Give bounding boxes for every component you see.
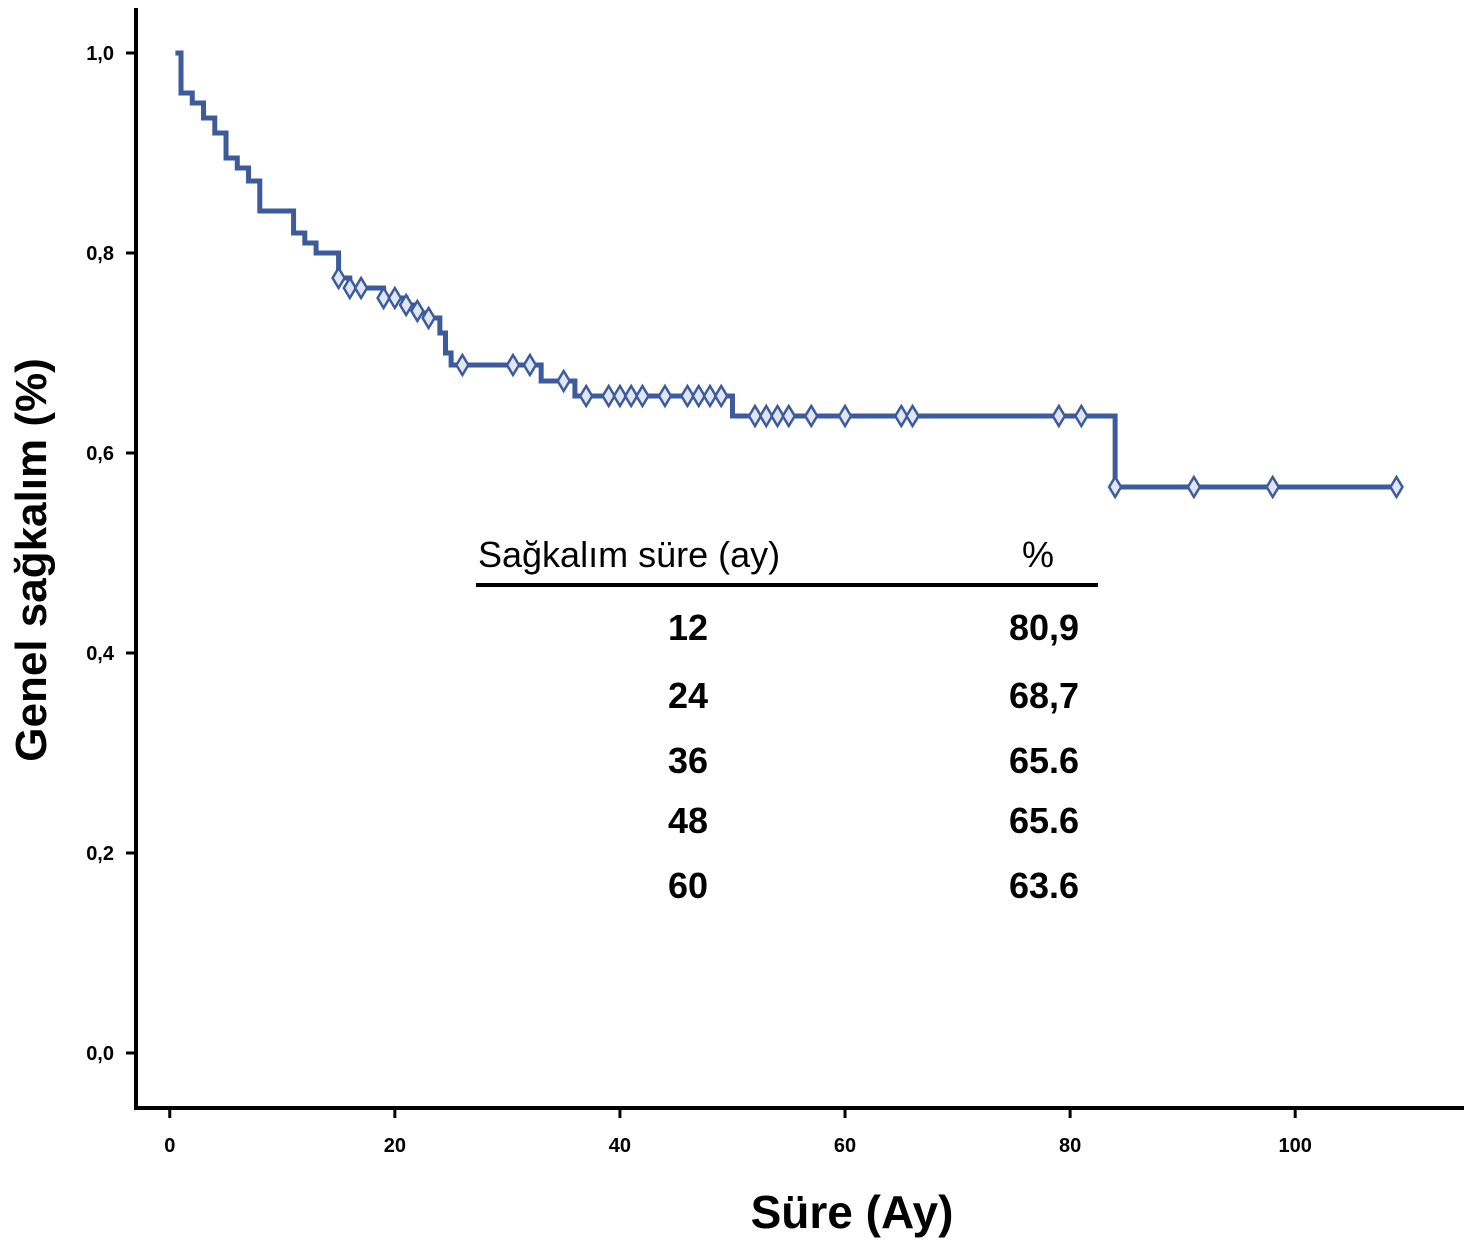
y-tick-label: 0,0 [86, 1043, 114, 1065]
inset-rows: 12 80,9 24 68,7 36 65.6 48 65.6 60 63.6 [668, 607, 1079, 906]
inset-survival-table: Sağkalım süre (ay) % 12 80,9 24 68,7 36 65.6 4… [476, 534, 1098, 906]
censor-mark [758, 403, 774, 429]
censor-mark [578, 383, 594, 409]
inset-header-duration: Sağkalım süre (ay) [478, 534, 780, 575]
censor-mark [1107, 474, 1123, 500]
censor-mark [803, 403, 819, 429]
x-axis-title: Süre (Ay) [751, 1186, 954, 1238]
inset-cell-percent: 65.6 [1009, 800, 1079, 841]
censor-mark [376, 285, 392, 311]
censor-mark [612, 383, 628, 409]
x-ticks: 0 20 40 60 80 100 [164, 1108, 1312, 1157]
y-tick-label: 0,4 [86, 643, 115, 665]
inset-cell-percent: 63.6 [1009, 865, 1079, 906]
x-tick-label: 0 [164, 1135, 175, 1157]
inset-cell-duration: 24 [668, 675, 708, 716]
y-tick-label: 0,8 [86, 243, 114, 265]
censor-mark [893, 403, 909, 429]
censor-mark [454, 352, 470, 378]
censor-mark [905, 403, 921, 429]
censor-mark [634, 383, 650, 409]
censor-mark [713, 383, 729, 409]
censor-mark [691, 383, 707, 409]
censor-mark [342, 275, 358, 301]
inset-cell-duration: 60 [668, 865, 708, 906]
x-tick-label: 40 [609, 1135, 631, 1157]
censor-mark [331, 265, 347, 291]
y-ticks: 0,0 0,2 0,4 0,6 0,8 1,0 [86, 43, 136, 1065]
axes [134, 8, 1464, 1110]
censor-marks [331, 265, 1404, 500]
censor-mark [601, 383, 617, 409]
censor-mark [747, 403, 763, 429]
censor-mark [1073, 403, 1089, 429]
censor-mark [1389, 474, 1404, 500]
inset-cell-percent: 68,7 [1009, 675, 1079, 716]
censor-mark [702, 383, 718, 409]
censor-mark [837, 403, 853, 429]
censor-mark [781, 403, 797, 429]
censor-mark [1186, 474, 1202, 500]
inset-cell-percent: 65.6 [1009, 740, 1079, 781]
y-tick-label: 0,6 [86, 443, 114, 465]
x-tick-label: 80 [1059, 1135, 1081, 1157]
censor-mark [522, 352, 538, 378]
inset-cell-duration: 36 [668, 740, 708, 781]
y-tick-label: 0,2 [86, 843, 114, 865]
censor-mark [623, 383, 639, 409]
censor-mark [556, 368, 572, 394]
censor-mark [1265, 474, 1281, 500]
censor-mark [1051, 403, 1067, 429]
censor-mark [421, 305, 437, 331]
inset-cell-duration: 48 [668, 800, 708, 841]
inset-header-percent: % [1022, 534, 1054, 575]
y-axis-title: Genel sağkalım (%) [7, 358, 56, 761]
censor-mark [505, 352, 521, 378]
censor-mark [657, 383, 673, 409]
x-tick-label: 60 [834, 1135, 856, 1157]
censor-mark [679, 383, 695, 409]
censor-mark [353, 275, 369, 301]
x-tick-label: 20 [384, 1135, 406, 1157]
censor-mark [409, 298, 425, 324]
inset-cell-duration: 12 [668, 607, 708, 648]
censor-mark [398, 292, 414, 318]
censor-mark [770, 403, 785, 429]
inset-cell-percent: 80,9 [1009, 607, 1079, 648]
x-tick-label: 100 [1278, 1135, 1311, 1157]
y-tick-label: 1,0 [86, 43, 114, 65]
censor-mark [387, 285, 403, 311]
